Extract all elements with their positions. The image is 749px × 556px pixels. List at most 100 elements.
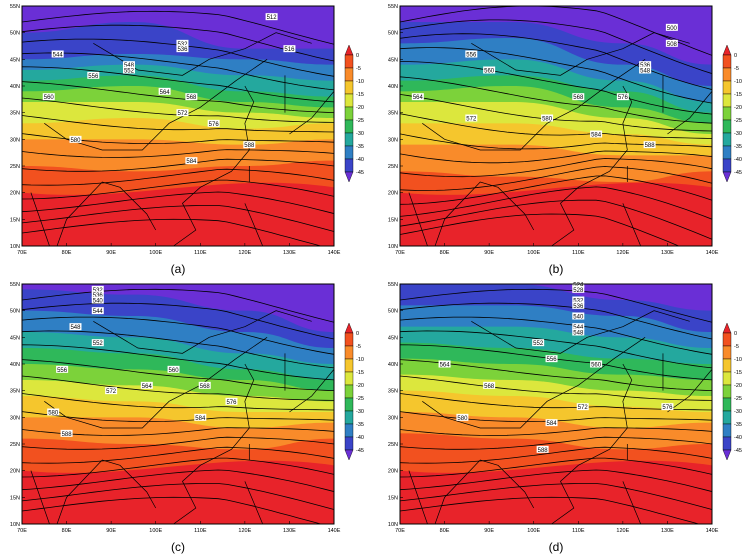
contour-line (22, 330, 334, 369)
contour-label: 524 (573, 283, 584, 289)
x-tick-label: 80E (62, 528, 72, 534)
colorbar-tick-label: -30 (734, 409, 742, 415)
contour-line (22, 375, 334, 401)
contour-label: 556 (466, 53, 477, 59)
colorbar-tick-label: 0 (734, 331, 737, 337)
y-tick-label: 55N (388, 4, 398, 10)
colorbar-segment (344, 93, 354, 108)
colorbar-tick-label: -15 (356, 92, 364, 98)
contour-label-bg (56, 365, 69, 373)
contour-label: 544 (93, 309, 104, 315)
contour-line (22, 469, 334, 492)
y-tick-label: 40N (388, 362, 398, 368)
colorbar-segment (722, 436, 732, 451)
colorbar-tick-label: -40 (356, 435, 364, 441)
contour-label-bg (572, 328, 585, 336)
colorbar-tick-label: -10 (734, 79, 742, 85)
colorbar-tick-label: -25 (734, 396, 742, 402)
contour-line (400, 393, 712, 411)
colorbar-tick-label: -45 (356, 448, 364, 454)
x-tick-label: 80E (440, 528, 450, 534)
contour-label-bg (661, 403, 674, 411)
colorbar-tick-label: -40 (356, 157, 364, 163)
contour-line (400, 47, 712, 104)
colorbar-segment (722, 67, 732, 82)
colorbar-tick-label: -25 (356, 396, 364, 402)
colorbar-segment (344, 132, 354, 147)
y-tick-label: 25N (388, 164, 398, 170)
contour-line (400, 61, 712, 115)
colorbar-segment (722, 106, 732, 121)
contour-label: 576 (226, 400, 237, 406)
contour-label-bg (532, 339, 545, 347)
x-tick-label: 90E (484, 528, 494, 534)
contour-label: 588 (645, 143, 656, 149)
contour-line (400, 469, 712, 492)
contour-label: 572 (106, 389, 117, 395)
x-tick-label: 130E (661, 528, 674, 534)
colorbar-segment (722, 423, 732, 438)
contour-line (400, 199, 712, 240)
colorbar-segment (722, 119, 732, 134)
contour-line (22, 81, 334, 113)
contour-line (400, 316, 712, 355)
contour-label: 560 (169, 368, 180, 374)
colorbar-segment (722, 397, 732, 412)
x-tick-label: 70E (395, 528, 405, 534)
contour-line (22, 218, 323, 246)
y-tick-label: 35N (10, 111, 20, 117)
contour-label-bg (465, 50, 478, 58)
x-tick-label: 110E (194, 528, 207, 534)
contour-line (400, 330, 712, 369)
contour-label-bg (105, 387, 118, 395)
contour-line (400, 496, 701, 524)
contour-line (400, 302, 712, 340)
contour-label: 548 (640, 69, 651, 75)
contour-label: 532 (573, 299, 584, 305)
colorbar-tick-label: -5 (734, 66, 739, 72)
x-tick-label: 140E (328, 528, 341, 534)
contour-label: 580 (48, 411, 59, 417)
contour-label: 540 (93, 299, 104, 305)
colorbar-segment (722, 80, 732, 95)
contour-label: 568 (186, 95, 197, 101)
y-tick-label: 20N (10, 469, 20, 475)
colorbar-tick-label: -35 (734, 422, 742, 428)
contour-line (22, 446, 334, 464)
contour-label-bg (185, 157, 198, 165)
contour-label-bg (576, 403, 589, 411)
contour-label-bg (91, 285, 104, 293)
contour-line (400, 427, 712, 436)
x-tick-label: 120E (616, 528, 629, 534)
contour-label-bg (616, 93, 629, 101)
contour-label-bg (572, 285, 585, 293)
map-frame (399, 283, 713, 525)
contour-label: 508 (667, 42, 678, 48)
contour-line (400, 359, 712, 391)
x-tick-label: 110E (572, 528, 585, 534)
y-tick-label: 25N (388, 442, 398, 448)
colorbar-segment (344, 384, 354, 399)
colorbar-cap-bottom (344, 171, 354, 183)
contour-line (400, 457, 712, 478)
contour-label-bg (438, 360, 451, 368)
contour-label: 580 (542, 117, 553, 123)
contour-label: 552 (93, 341, 104, 347)
contour-line (22, 302, 334, 340)
colorbar-tick-label: -45 (734, 448, 742, 454)
contour-line (400, 158, 712, 178)
contour-label: 564 (440, 363, 451, 369)
colorbar-tick-label: -35 (734, 144, 742, 150)
x-tick-label: 100E (149, 250, 162, 256)
contour-label: 532 (93, 288, 104, 294)
contour-label: 516 (284, 47, 295, 53)
contour-label: 588 (62, 432, 73, 438)
y-tick-label: 30N (10, 137, 20, 143)
contour-label: 552 (124, 69, 135, 75)
colorbar-tick-label: -35 (356, 422, 364, 428)
contour-line (22, 344, 334, 381)
contour-line (22, 191, 334, 214)
contour-label-bg (665, 39, 678, 47)
contour-label-bg (665, 23, 678, 31)
